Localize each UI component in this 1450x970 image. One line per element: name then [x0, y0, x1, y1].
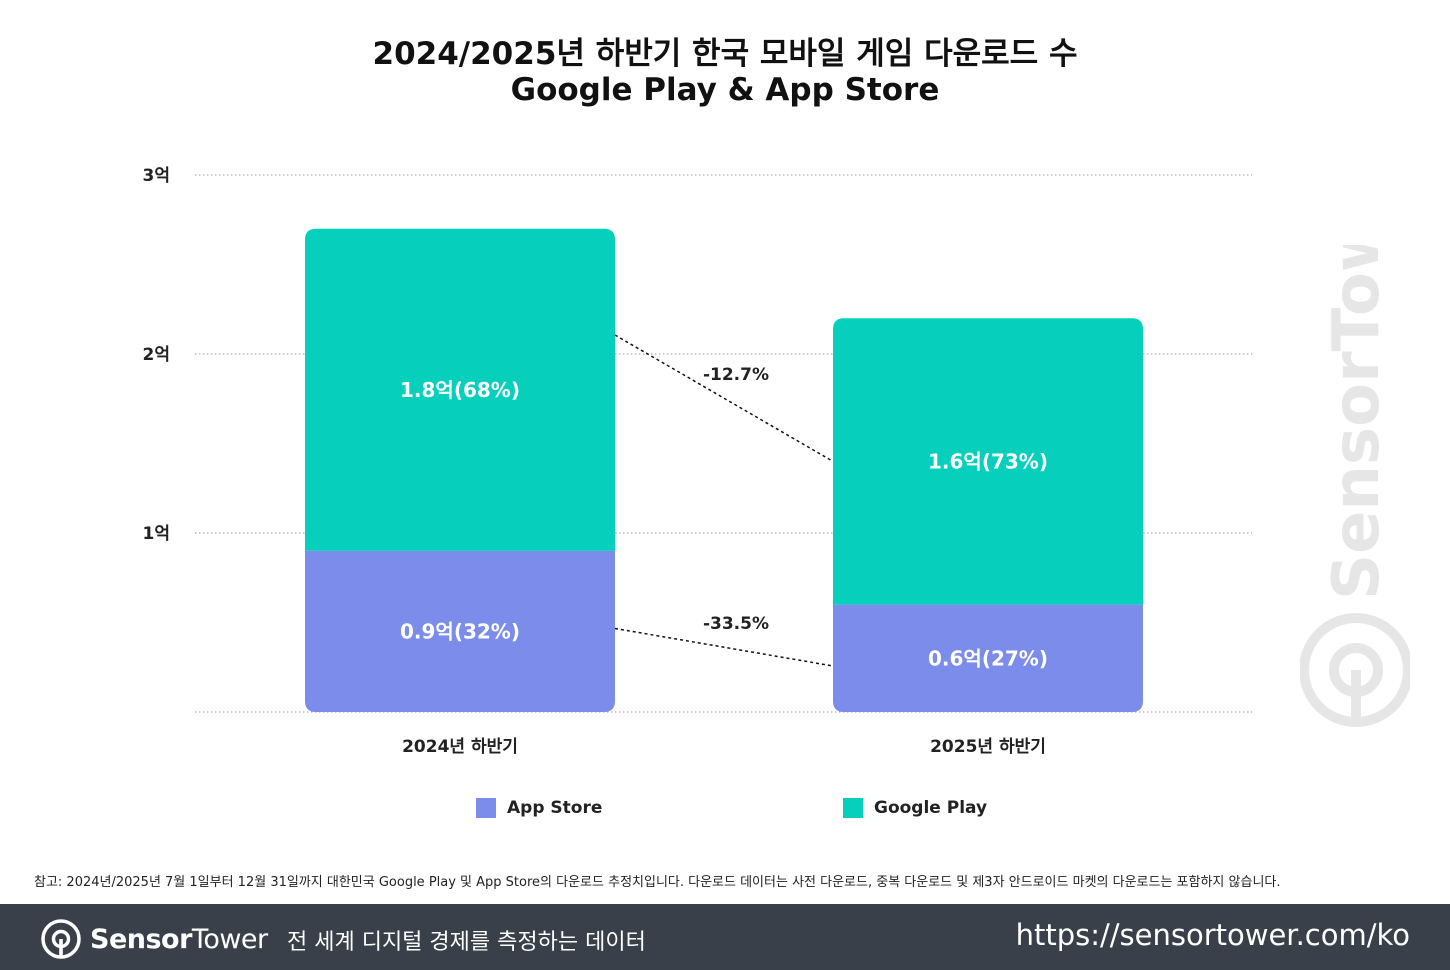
legend-item-google-play: Google Play	[843, 798, 987, 818]
footer-url-link[interactable]: https://sensortower.com/ko	[1015, 918, 1410, 952]
footer-bar: SensorTower 전 세계 디지털 경제를 측정하는 데이터 https:…	[0, 904, 1450, 970]
change-label: -33.5%	[703, 614, 769, 634]
data-label: 0.6억(27%)	[928, 646, 1048, 670]
sensortower-watermark: SensorTower	[1300, 245, 1410, 727]
chart-title: 2024/2025년 하반기 한국 모바일 게임 다운로드 수	[372, 36, 1078, 72]
sensortower-logo-icon	[41, 919, 81, 959]
bar-google-play-1	[305, 228, 615, 551]
x-category-label: 2025년 하반기	[930, 737, 1046, 757]
y-tick-label: 3억	[143, 166, 170, 186]
chart-subtitle: Google Play & App Store	[510, 72, 940, 108]
x-category-label: 2024년 하반기	[402, 737, 518, 757]
data-label: 1.8억(68%)	[400, 378, 520, 402]
change-label: -12.7%	[703, 365, 769, 385]
brand-name: SensorTower	[90, 923, 268, 955]
watermark-text: SensorTower	[1320, 245, 1394, 600]
stacked-bar-chart: 1억 2억 3억 0.9억(32%) 1.8억(68%) 2024년 하반기 0.6억(27…	[143, 166, 1252, 757]
data-label: 0.9억(32%)	[400, 619, 520, 643]
legend-swatch-google-play	[843, 798, 863, 818]
legend-swatch-app-store	[476, 798, 496, 818]
y-tick-label: 2억	[143, 345, 170, 365]
legend-label-google-play: Google Play	[874, 798, 988, 818]
footnote: 참고: 2024년/2025년 7월 1일부터 12월 31일까지 대한민국 G…	[34, 875, 1281, 890]
data-label: 1.6억(73%)	[928, 449, 1048, 473]
sensortower-logo[interactable]: SensorTower	[40, 918, 268, 960]
y-tick-label: 1억	[143, 524, 170, 544]
bar-app-store-2	[833, 604, 1143, 712]
watermark-logo-icon	[1300, 613, 1410, 727]
legend-item-app-store: App Store	[476, 798, 602, 818]
bar-google-play-2	[833, 318, 1143, 605]
change-connector	[614, 627, 834, 667]
footer-tagline: 전 세계 디지털 경제를 측정하는 데이터	[287, 930, 646, 955]
bar-app-store-1	[305, 550, 615, 712]
legend-label-app-store: App Store	[507, 798, 603, 818]
